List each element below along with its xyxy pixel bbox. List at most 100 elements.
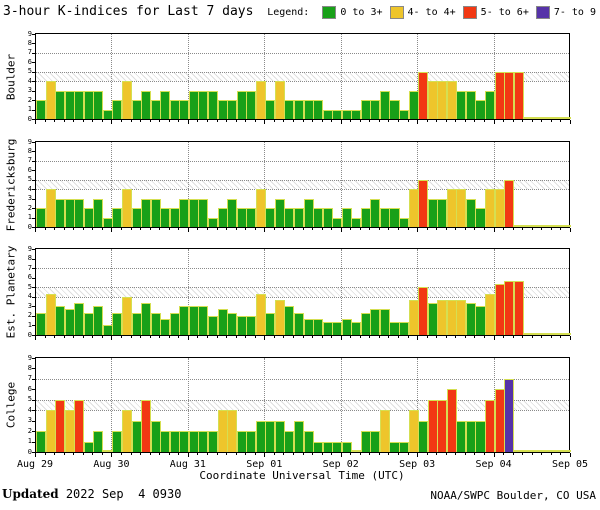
x-tick-3h (159, 228, 161, 230)
legend-swatch-yellow (389, 6, 404, 19)
y-tick-label: 9 (27, 353, 32, 362)
x-tick-3h (436, 453, 438, 455)
kindex-bar (45, 81, 56, 119)
x-tick-3h (206, 336, 208, 338)
kindex-bar (255, 189, 266, 227)
x-tick-day (493, 120, 495, 124)
kindex-bar (169, 208, 180, 227)
x-tick-3h (378, 120, 380, 122)
y-tick-label: 3 (27, 301, 32, 310)
kindex-bar (112, 313, 123, 335)
kindex-bar (418, 421, 429, 452)
x-tick-3h (149, 120, 151, 122)
x-tick-3h (254, 453, 256, 455)
no-data-baseline (551, 117, 562, 119)
y-tick-mark (32, 100, 35, 102)
x-tick-3h (331, 120, 333, 122)
y-tick-mark (32, 441, 35, 443)
x-tick-3h (82, 336, 84, 338)
y-tick-mark (32, 52, 35, 54)
kindex-bar (188, 91, 199, 119)
x-tick-3h (331, 336, 333, 338)
kindex-bar (74, 303, 85, 335)
kindex-bar (265, 313, 276, 335)
x-tick-3h (388, 336, 390, 338)
x-tick-3h (541, 336, 543, 338)
no-data-baseline (542, 225, 553, 227)
kindex-bar (255, 421, 266, 452)
x-tick-3h (63, 336, 65, 338)
panel-title-boulder: Boulder (4, 53, 18, 100)
x-tick-3h (92, 228, 94, 230)
x-tick-3h (302, 336, 304, 338)
kindex-bar (83, 208, 94, 227)
kindex-bar (284, 208, 295, 227)
chart-title: 3-hour K-indices for Last 7 days (3, 4, 254, 19)
legend: Legend: 0 to 3+ 4- to 4+ 5- to 6+ 7- to 9 (267, 6, 596, 19)
x-tick-day (111, 453, 113, 457)
x-tick-3h (331, 453, 333, 455)
y-tick-mark (32, 189, 35, 191)
x-tick-3h (159, 120, 161, 122)
x-tick-3h (235, 228, 237, 230)
kindex-bar (475, 208, 486, 227)
gridline-vertical-day (340, 34, 342, 119)
y-tick-label: 1 (27, 105, 32, 114)
y-tick-mark (32, 170, 35, 172)
kindex-bar (313, 319, 324, 335)
x-tick-3h (292, 120, 294, 122)
kindex-bar (504, 379, 515, 452)
x-tick-day (264, 336, 266, 340)
x-tick-3h (44, 336, 46, 338)
kindex-bar (475, 306, 486, 335)
x-axis-day-label: Aug 31 (169, 459, 206, 470)
kindex-bar (360, 208, 371, 227)
x-tick-3h (73, 336, 75, 338)
kindex-bar (418, 287, 429, 335)
y-tick-label: 7 (27, 156, 32, 165)
y-tick-label: 0 (27, 447, 32, 456)
y-tick-mark (32, 62, 35, 64)
legend-label: Legend: (267, 7, 310, 18)
kindex-bar (74, 199, 85, 227)
x-tick-3h (82, 453, 84, 455)
x-tick-3h (226, 228, 228, 230)
x-tick-3h (44, 453, 46, 455)
y-tick-mark (32, 389, 35, 391)
y-tick-mark (32, 119, 35, 120)
kindex-bar (45, 294, 56, 335)
kindex-bar (456, 189, 467, 227)
legend-item-label: 5- to 6+ (480, 7, 529, 18)
x-tick-3h (159, 336, 161, 338)
kindex-bar (513, 72, 524, 119)
y-tick-label: 0 (27, 114, 32, 123)
kindex-bar (93, 306, 104, 335)
kindex-bar (485, 91, 496, 119)
kindex-bar (227, 199, 238, 227)
gridline-horizontal-k4 (36, 189, 569, 191)
x-tick-3h (73, 228, 75, 230)
kindex-bar (303, 319, 314, 335)
x-tick-3h (63, 228, 65, 230)
x-tick-3h (522, 453, 524, 455)
x-tick-3h (92, 120, 94, 122)
gridline-vertical-day (493, 249, 495, 335)
no-data-baseline (532, 450, 543, 452)
no-data-baseline (542, 333, 553, 335)
kindex-bar (246, 316, 257, 335)
kindex-bar (121, 81, 133, 119)
x-tick-3h (54, 120, 56, 122)
kindex-bar (207, 218, 218, 227)
x-axis-day-label: Aug 29 (16, 459, 54, 470)
x-tick-3h (312, 336, 314, 338)
y-tick-mark (32, 142, 35, 143)
kindex-bar (351, 322, 362, 335)
y-tick-mark (32, 296, 35, 298)
kindex-bar (188, 431, 199, 452)
kindex-bar (360, 431, 371, 452)
kindex-bar (293, 208, 304, 227)
y-tick-label: 4 (27, 184, 32, 193)
x-tick-3h (235, 453, 237, 455)
y-tick-label: 9 (27, 244, 32, 253)
y-tick-label: 2 (27, 311, 32, 320)
